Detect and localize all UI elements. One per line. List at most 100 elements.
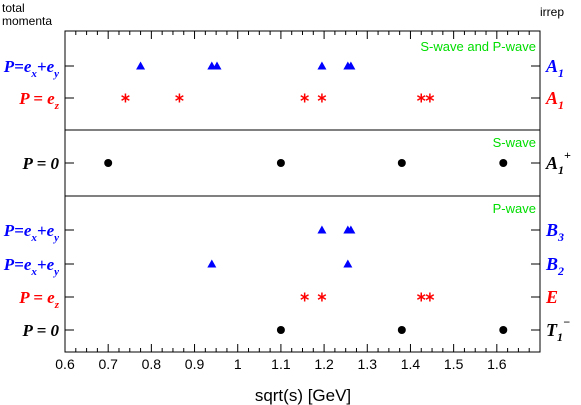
row-irrep-label: A1 [545,56,564,80]
right-header: irrep [540,5,564,19]
momentum-plus: + [37,255,47,274]
x-tick-label: 1.2 [314,356,334,372]
row-irrep-label: E [545,287,558,307]
data-series [136,61,356,70]
irrep-base: A [545,153,558,173]
momentum-term-base: e [24,57,32,76]
irrep-base: B [545,220,558,240]
momentum-symbol: P [3,57,15,76]
data-point-asterisk [425,93,435,103]
data-point-asterisk [416,93,426,103]
momentum-plus: + [37,221,47,240]
momentum-equals: = [29,89,47,108]
momentum-symbol: P [18,288,30,307]
momentum-term-sub: z [54,299,60,311]
momentum-value: = 0 [32,321,59,340]
x-tick-label: 1.6 [487,356,507,372]
irrep-sub: 1 [558,98,564,112]
row-momentum-label: P = 0 [22,321,60,340]
data-point-circle [499,326,508,334]
irrep-sub: 1 [558,66,564,80]
data-series [121,93,435,103]
data-point-triangle [346,61,356,70]
row-irrep-label: A1+ [545,148,571,177]
x-axis-label: sqrt(s) [GeV] [255,386,351,405]
data-point-asterisk [300,292,309,302]
irrep-sub: 1 [558,163,564,177]
momentum-term-sub: y [52,266,59,278]
momentum-equals: = [14,221,24,240]
row-momentum-label: P=ex+ey [3,221,59,244]
x-tick-label: 0.7 [98,356,118,372]
momentum-term-base: e [24,221,32,240]
irrep-sub: 3 [557,230,564,244]
data-point-circle [397,326,406,334]
data-point-triangle [136,61,146,70]
data-point-triangle [207,259,217,268]
momentum-equals: = [14,255,24,274]
data-series [104,159,508,167]
irrep-base: A [545,88,558,108]
data-point-triangle [346,225,356,234]
data-point-circle [397,159,406,167]
x-tick-label: 1.4 [401,356,421,372]
panel-label: S-wave [493,135,536,150]
momentum-plus: + [37,57,47,76]
data-point-circle [276,159,285,167]
panel-label: P-wave [493,201,536,216]
data-point-asterisk [416,292,426,302]
left-header-line-1: total [2,1,25,15]
momentum-term-base: e [47,57,55,76]
row-momentum-label: P = ez [18,288,60,311]
data-point-asterisk [175,93,184,103]
momentum-term-base: e [24,255,32,274]
data-point-triangle [317,61,327,70]
panel-label: S-wave and P-wave [420,39,536,54]
data-point-asterisk [425,292,435,302]
plot-area: 0.6 0.7 0.8 0.9 1 1.1 1.2 1.3 1.4 1.5 1.6 S-wave an… [3,30,571,372]
data-series [317,225,356,234]
momentum-symbol: P [3,221,15,240]
row-momentum-label: P = ez [18,89,60,112]
data-point-circle [499,159,508,167]
row-momentum-label: P=ex+ey [3,255,59,278]
data-point-triangle [212,61,222,70]
row-momentum-label: P=ex+ey [3,57,59,80]
data-point-asterisk [317,292,327,302]
momentum-term-sub: x [30,68,37,80]
momentum-term-sub: y [52,68,59,80]
momentum-symbol: P [22,154,34,173]
momentum-symbol: P [22,321,34,340]
irrep-base: A [545,56,558,76]
irrep-base: E [545,287,558,307]
data-series [207,259,353,268]
momentum-term-base: e [47,255,55,274]
momentum-symbol: P [18,89,30,108]
momentum-term-base: e [47,288,55,307]
irrep-sub: 2 [557,264,564,278]
row-momentum-label: P = 0 [22,154,60,173]
irrep-base: B [545,254,558,274]
data-series [276,326,508,334]
momentum-term-base: e [47,221,55,240]
data-point-asterisk [121,93,130,103]
row-irrep-label: T1− [546,315,570,344]
data-point-triangle [317,225,327,234]
data-point-triangle [343,259,353,268]
data-point-circle [276,326,285,334]
momentum-term-sub: x [30,232,37,244]
x-tick-label: 1.5 [444,356,464,372]
irrep-sup: + [564,148,571,162]
momentum-value: = 0 [32,154,59,173]
x-tick-label: 1.3 [358,356,378,372]
left-header-line-2: momenta [2,14,52,28]
momentum-equals: = [29,288,47,307]
row-irrep-label: A1 [545,88,564,112]
momentum-term-base: e [47,89,55,108]
momentum-term-sub: z [54,100,60,112]
irrep-sup: − [563,315,570,329]
irrep-sub: 1 [557,330,563,344]
row-irrep-label: B2 [545,254,564,278]
data-series [300,292,435,302]
